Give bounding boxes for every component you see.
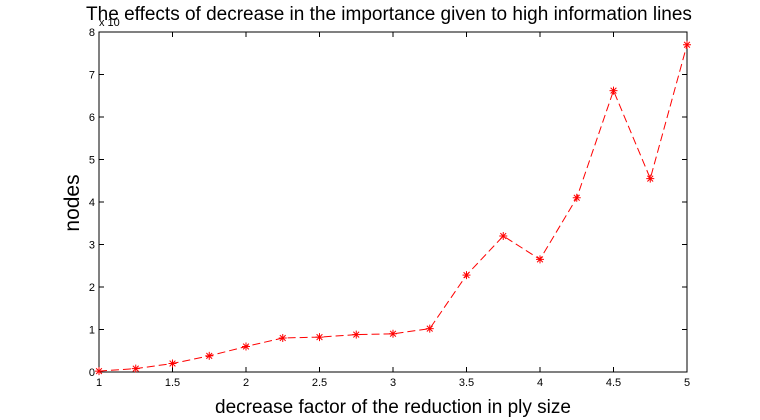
y-tick-label: 1	[89, 325, 95, 337]
x-tick-label: 4.5	[606, 377, 621, 389]
x-axis-label: decrease factor of the reduction in ply …	[215, 397, 571, 418]
series-layer	[95, 40, 691, 376]
y-tick-label: 8	[89, 27, 95, 39]
y-axis-label: nodes	[61, 174, 84, 231]
x-tick-label: 3.5	[459, 377, 474, 389]
y-tick-label: 6	[89, 112, 95, 124]
y-tick-label: 2	[89, 282, 95, 294]
y-tick-label: 4	[89, 197, 95, 209]
data-point	[572, 193, 581, 202]
data-point	[95, 367, 103, 376]
data-point	[462, 271, 471, 280]
y-axis-exponent-label: x 10	[99, 17, 120, 29]
data-point	[683, 40, 691, 49]
plot-area	[98, 31, 688, 373]
series-line	[98, 44, 688, 372]
data-point	[168, 359, 177, 368]
data-point	[425, 324, 434, 333]
x-tick-label: 1.5	[165, 377, 180, 389]
data-point	[646, 174, 655, 183]
data-point	[278, 334, 287, 342]
data-point	[536, 255, 544, 264]
x-tick-label: 4	[537, 377, 543, 389]
data-point	[205, 351, 214, 360]
data-point	[352, 330, 361, 339]
y-tick-label: 7	[89, 70, 95, 82]
data-point	[131, 364, 140, 373]
x-tick-label: 2	[243, 377, 249, 389]
x-tick-label: 2.5	[312, 377, 327, 389]
data-point	[315, 333, 324, 342]
y-tick-label: 5	[89, 155, 95, 167]
data-point	[389, 329, 397, 338]
x-tick-label: 3	[390, 377, 396, 389]
x-tick-label: 1	[96, 377, 102, 389]
x-tick-label: 5	[684, 377, 690, 389]
data-point	[609, 86, 618, 95]
y-tick-label: 0	[89, 367, 95, 379]
y-tick-label: 3	[89, 240, 95, 252]
data-point	[242, 342, 250, 351]
data-point	[499, 232, 508, 240]
chart-title: The effects of decrease in the importanc…	[86, 4, 692, 25]
